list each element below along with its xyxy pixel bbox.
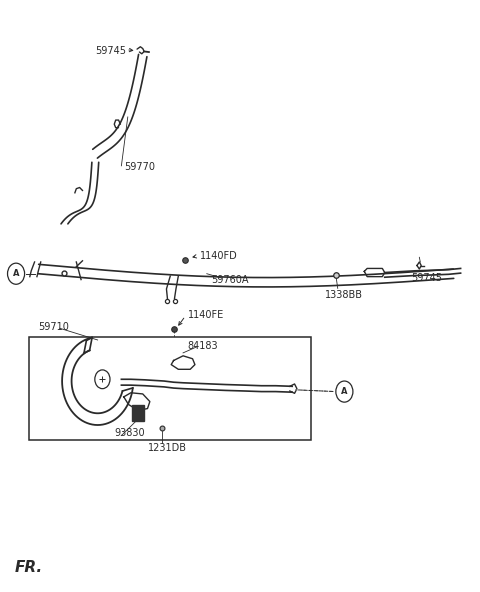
- Text: 93830: 93830: [114, 427, 145, 437]
- Text: FR.: FR.: [14, 559, 43, 575]
- Text: 84183: 84183: [188, 341, 218, 351]
- Text: 59710: 59710: [38, 322, 69, 332]
- Text: 1140FE: 1140FE: [188, 310, 224, 320]
- Text: A: A: [341, 387, 348, 396]
- Text: A: A: [13, 269, 19, 278]
- Text: 59770: 59770: [124, 162, 155, 172]
- Text: 59745: 59745: [411, 274, 442, 284]
- Text: 1231DB: 1231DB: [147, 443, 187, 453]
- Text: 1338BB: 1338BB: [325, 290, 363, 300]
- Bar: [132, 405, 144, 422]
- Text: 59760A: 59760A: [212, 275, 249, 285]
- Bar: [29, 337, 311, 440]
- Text: 59745: 59745: [96, 46, 126, 56]
- Text: 1140FD: 1140FD: [200, 251, 238, 261]
